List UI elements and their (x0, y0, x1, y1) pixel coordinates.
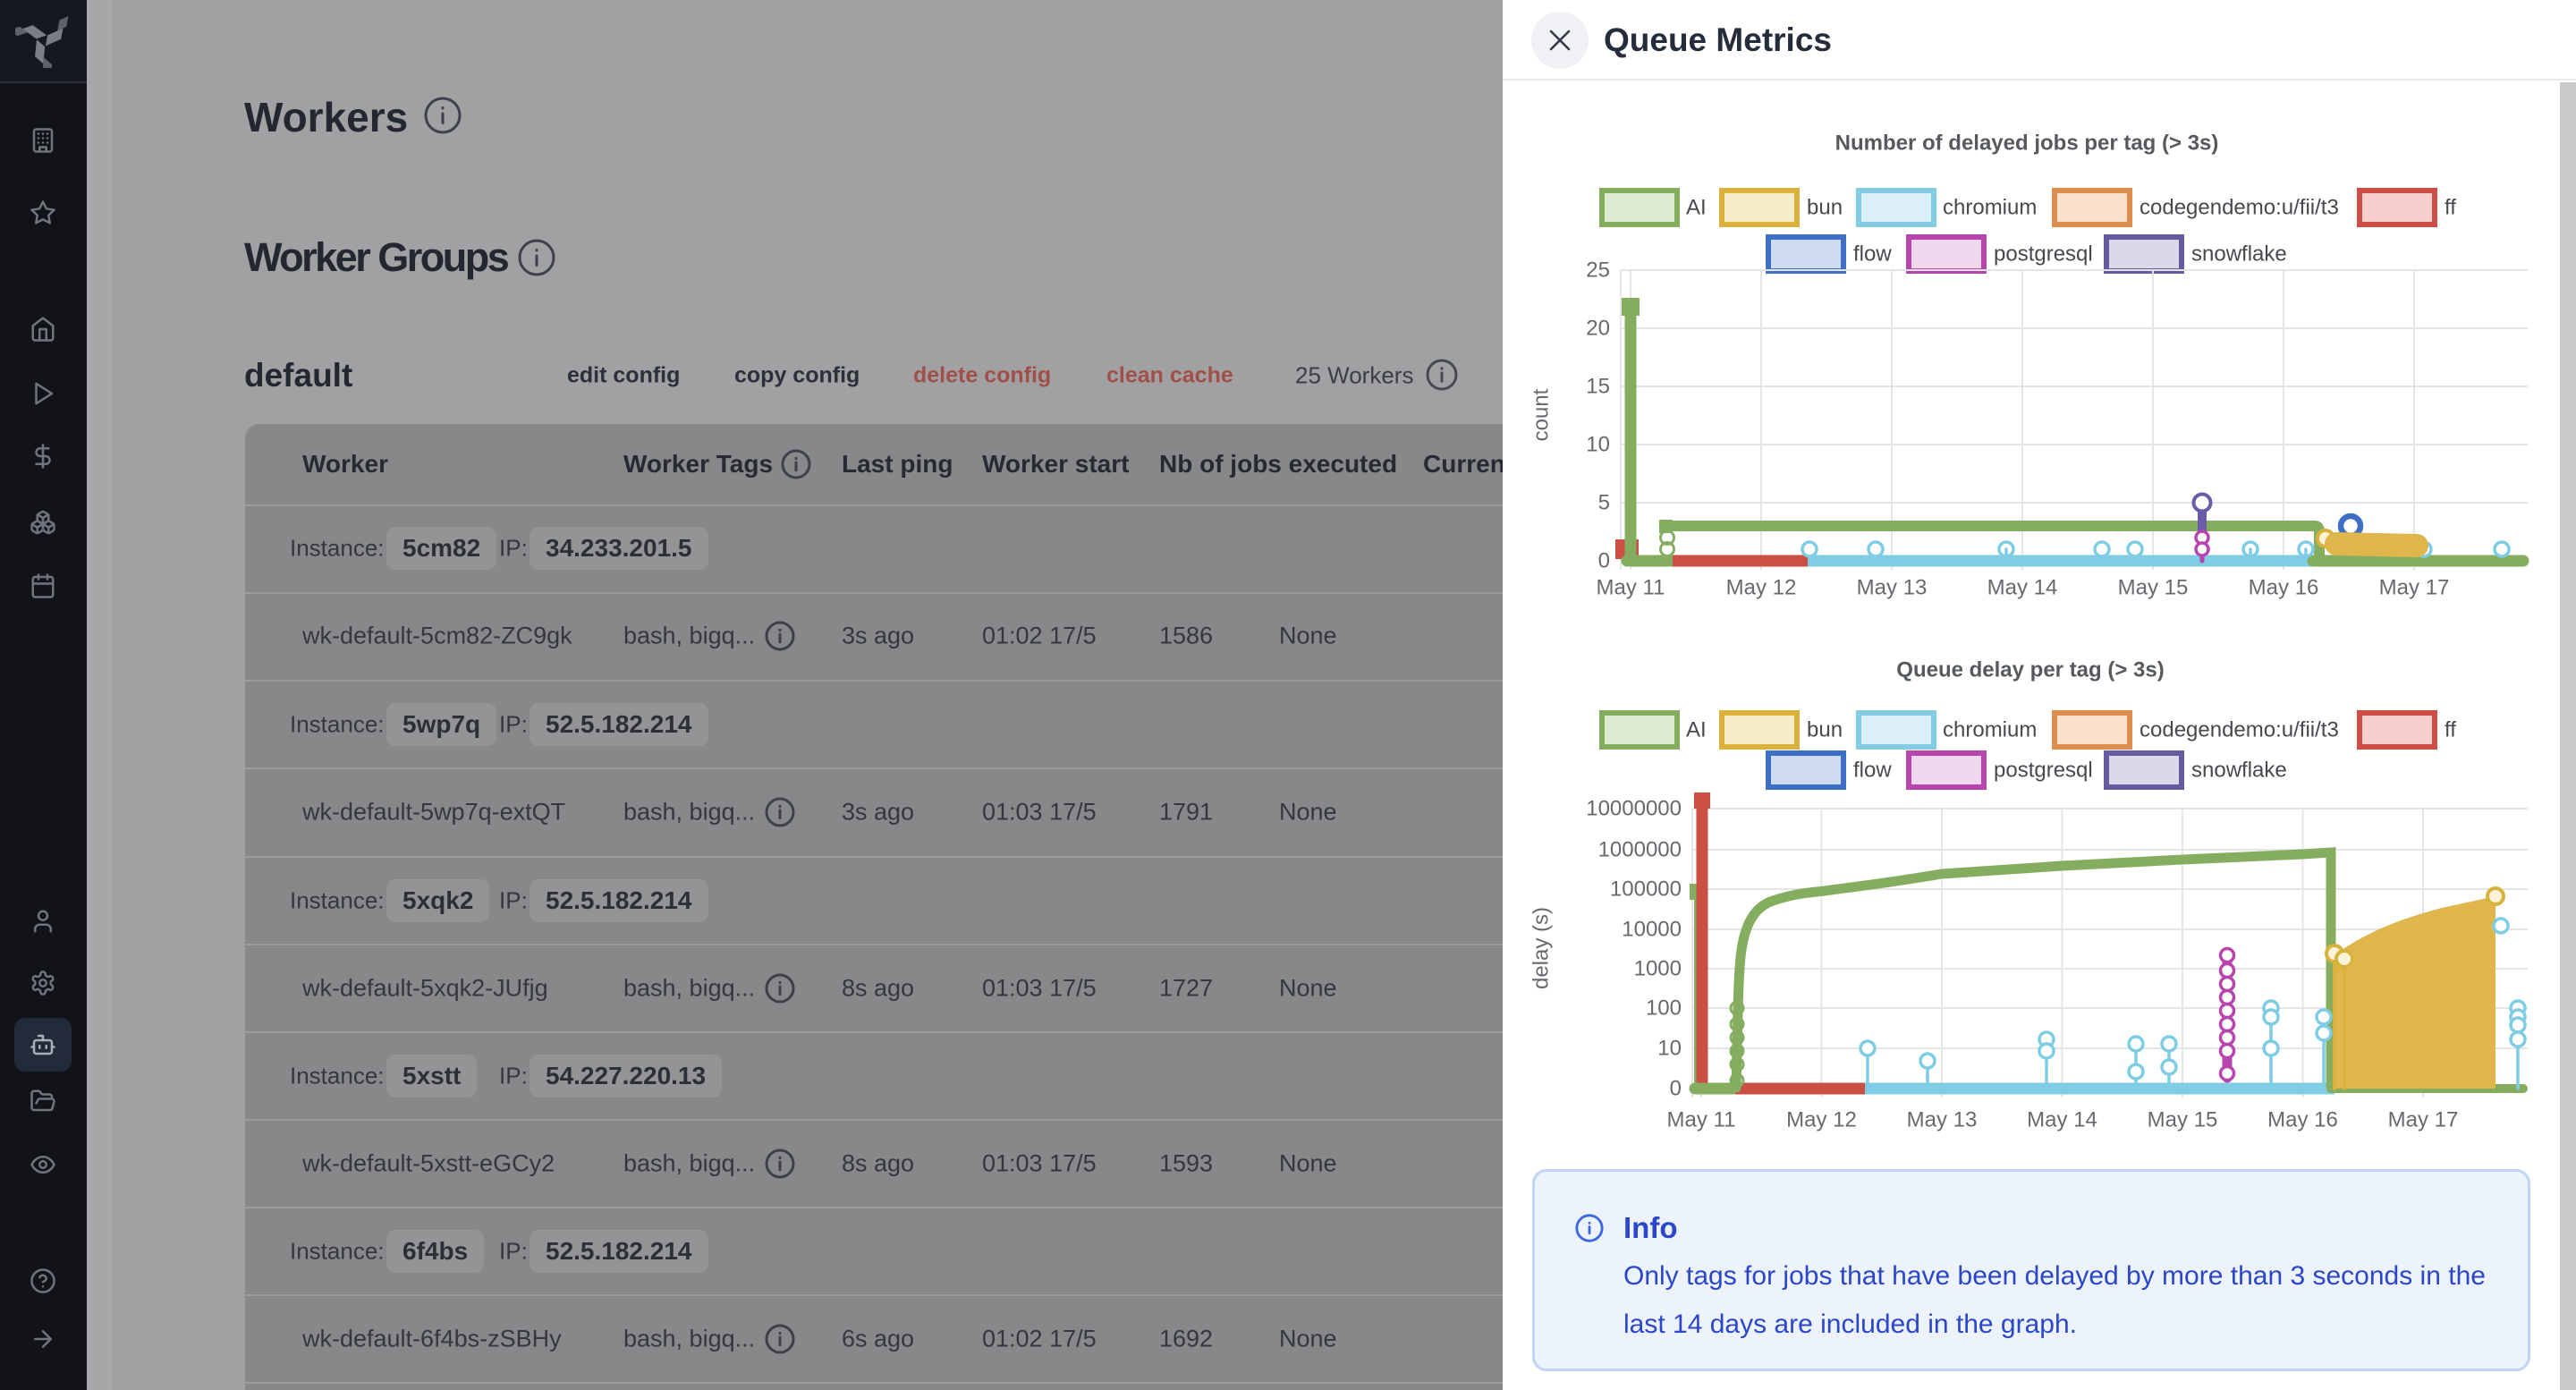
svg-text:May 11: May 11 (1667, 1108, 1736, 1132)
svg-text:May 12: May 12 (1726, 576, 1797, 600)
svg-text:codegendemo:u/fii/t3: codegendemo:u/fii/t3 (2140, 718, 2339, 742)
svg-text:100: 100 (1646, 996, 1682, 1021)
svg-text:snowflake: snowflake (2191, 242, 2287, 267)
svg-text:5: 5 (1598, 491, 1610, 515)
svg-text:May 17: May 17 (2388, 1108, 2459, 1132)
svg-text:May 14: May 14 (2027, 1108, 2097, 1132)
svg-text:May 16: May 16 (2267, 1108, 2338, 1132)
svg-text:bun: bun (1807, 196, 1843, 220)
svg-text:postgresql: postgresql (1994, 242, 2093, 267)
svg-text:May 17: May 17 (2379, 576, 2450, 600)
svg-text:chromium: chromium (1943, 718, 2037, 742)
svg-text:May 16: May 16 (2249, 576, 2319, 600)
svg-text:0: 0 (1598, 549, 1610, 573)
svg-text:postgresql: postgresql (1994, 759, 2093, 783)
svg-text:ff: ff (2445, 196, 2456, 220)
svg-text:flow: flow (1853, 242, 1892, 267)
svg-text:chromium: chromium (1943, 196, 2037, 220)
svg-text:May 14: May 14 (1987, 576, 2058, 600)
svg-text:May 13: May 13 (1907, 1108, 1978, 1132)
svg-text:10000: 10000 (1622, 918, 1682, 942)
svg-text:May 13: May 13 (1857, 576, 1928, 600)
svg-text:May 11: May 11 (1597, 576, 1665, 600)
svg-text:ff: ff (2445, 718, 2456, 742)
svg-text:flow: flow (1853, 759, 1892, 783)
svg-text:10: 10 (1657, 1037, 1682, 1061)
svg-text:1000: 1000 (1634, 957, 1682, 981)
svg-text:snowflake: snowflake (2191, 759, 2287, 783)
svg-text:count: count (1530, 388, 1554, 441)
svg-text:delay (s): delay (s) (1530, 907, 1554, 989)
svg-text:May 15: May 15 (2148, 1108, 2218, 1132)
svg-text:100000: 100000 (1610, 877, 1682, 902)
svg-text:1000000: 1000000 (1598, 838, 1682, 862)
svg-text:10: 10 (1586, 433, 1610, 457)
svg-text:May 15: May 15 (2118, 576, 2189, 600)
svg-text:0: 0 (1670, 1077, 1682, 1101)
svg-text:10000000: 10000000 (1586, 797, 1682, 821)
svg-text:May 12: May 12 (1786, 1108, 1857, 1132)
svg-text:Queue delay per tag (> 3s): Queue delay per tag (> 3s) (1896, 658, 2164, 682)
svg-text:AI: AI (1686, 196, 1707, 220)
svg-text:AI: AI (1686, 718, 1707, 742)
svg-text:codegendemo:u/fii/t3: codegendemo:u/fii/t3 (2140, 196, 2339, 220)
svg-text:Number of delayed jobs per tag: Number of delayed jobs per tag (> 3s) (1835, 131, 2219, 156)
svg-text:15: 15 (1586, 375, 1610, 399)
svg-text:bun: bun (1807, 718, 1843, 742)
svg-text:20: 20 (1586, 317, 1610, 341)
svg-text:25: 25 (1586, 259, 1610, 283)
